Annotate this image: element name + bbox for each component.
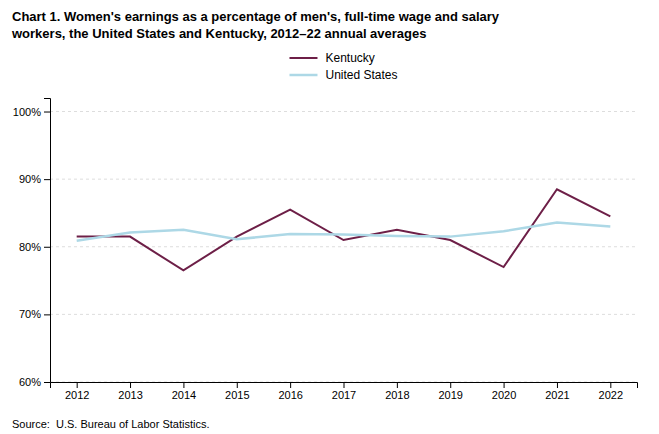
x-tick-mark bbox=[610, 382, 611, 388]
y-tick-mark bbox=[44, 247, 50, 248]
title-line: workers, the United States and Kentucky,… bbox=[11, 26, 427, 41]
x-axis: 2012 2013 2014 2015 2016 2017 2018 2019 2020 2021… bbox=[51, 382, 638, 401]
y-axis: 60% 70% 80% 90% 100% bbox=[13, 99, 51, 389]
annotation: Source: U.S. Bureau of Labor Statistics. bbox=[12, 418, 209, 430]
grid-line bbox=[50, 111, 637, 112]
title-line: Chart 1. Women's earnings as a percentag… bbox=[12, 9, 500, 24]
x-tick: 2022 bbox=[599, 382, 623, 401]
y-tick-mark bbox=[44, 382, 50, 383]
y-tick-mark bbox=[44, 179, 50, 180]
grid-line bbox=[50, 314, 637, 315]
x-tick-label: 2020 bbox=[492, 389, 516, 401]
y-tick-label: 70% bbox=[19, 308, 41, 320]
series-line bbox=[77, 222, 611, 240]
grid-line bbox=[50, 246, 637, 247]
x-tick: 2018 bbox=[385, 382, 409, 401]
x-tick-label: 2018 bbox=[385, 389, 409, 401]
x-tick-label: 2013 bbox=[118, 389, 142, 401]
x-tick-mark bbox=[130, 382, 131, 388]
x-tick: 2015 bbox=[225, 382, 249, 401]
x-tick-label: 2015 bbox=[225, 389, 249, 401]
title: Chart 1. Women's earnings as a percentag… bbox=[11, 9, 500, 41]
legend-label: United States bbox=[325, 68, 397, 82]
x-tick-label: 2017 bbox=[332, 389, 356, 401]
x-tick-mark bbox=[397, 382, 398, 388]
x-tick-mark bbox=[450, 382, 451, 388]
lines bbox=[77, 189, 611, 270]
y-tick: 60% bbox=[19, 376, 50, 388]
y-tick: 90% bbox=[19, 173, 50, 185]
legend-label: Kentucky bbox=[325, 51, 374, 65]
plot: 2012 2013 2014 2015 2016 2017 2018 2019 2020 2021… bbox=[13, 99, 638, 401]
y-tick: 80% bbox=[19, 241, 50, 253]
y-tick-mark bbox=[44, 112, 50, 113]
x-tick-label: 2014 bbox=[172, 389, 196, 401]
x-tick-mark bbox=[504, 382, 505, 388]
legend: Kentucky United States bbox=[289, 51, 397, 82]
grid-line bbox=[50, 179, 637, 180]
chart: Chart 1. Women's earnings as a percentag… bbox=[0, 0, 659, 434]
legend-item: Kentucky bbox=[289, 51, 374, 65]
x-tick: 2020 bbox=[492, 382, 516, 401]
legend-swatch bbox=[289, 74, 317, 77]
x-tick-label: 2016 bbox=[278, 389, 302, 401]
x-tick-label: 2012 bbox=[65, 389, 89, 401]
x-tick-mark bbox=[344, 382, 345, 388]
x-tick: 2021 bbox=[545, 382, 569, 401]
x-tick-label: 2019 bbox=[438, 389, 462, 401]
y-tick: 70% bbox=[19, 308, 50, 320]
x-tick-mark bbox=[77, 382, 78, 388]
legend-swatch bbox=[289, 57, 317, 59]
y-tick-label: 60% bbox=[19, 376, 41, 388]
x-tick-mark bbox=[557, 382, 558, 388]
y-axis-line bbox=[44, 99, 51, 383]
x-tick-mark bbox=[183, 382, 184, 388]
series-line bbox=[77, 189, 611, 270]
grid bbox=[50, 112, 637, 382]
y-tick-label: 80% bbox=[19, 241, 41, 253]
legend-item: United States bbox=[289, 68, 397, 82]
y-tick: 100% bbox=[13, 106, 50, 118]
x-tick: 2016 bbox=[278, 382, 302, 401]
y-tick-label: 100% bbox=[13, 106, 41, 118]
x-tick: 2012 bbox=[65, 382, 89, 401]
x-tick: 2013 bbox=[118, 382, 142, 401]
x-tick-mark bbox=[290, 382, 291, 388]
y-tick-label: 90% bbox=[19, 173, 41, 185]
x-tick-label: 2021 bbox=[545, 389, 569, 401]
y-tick-mark bbox=[44, 314, 50, 315]
x-tick: 2019 bbox=[438, 382, 462, 401]
x-axis-line bbox=[51, 383, 638, 389]
x-tick: 2014 bbox=[172, 382, 196, 401]
x-tick-label: 2022 bbox=[599, 389, 623, 401]
x-tick: 2017 bbox=[332, 382, 356, 401]
x-tick-mark bbox=[237, 382, 238, 388]
